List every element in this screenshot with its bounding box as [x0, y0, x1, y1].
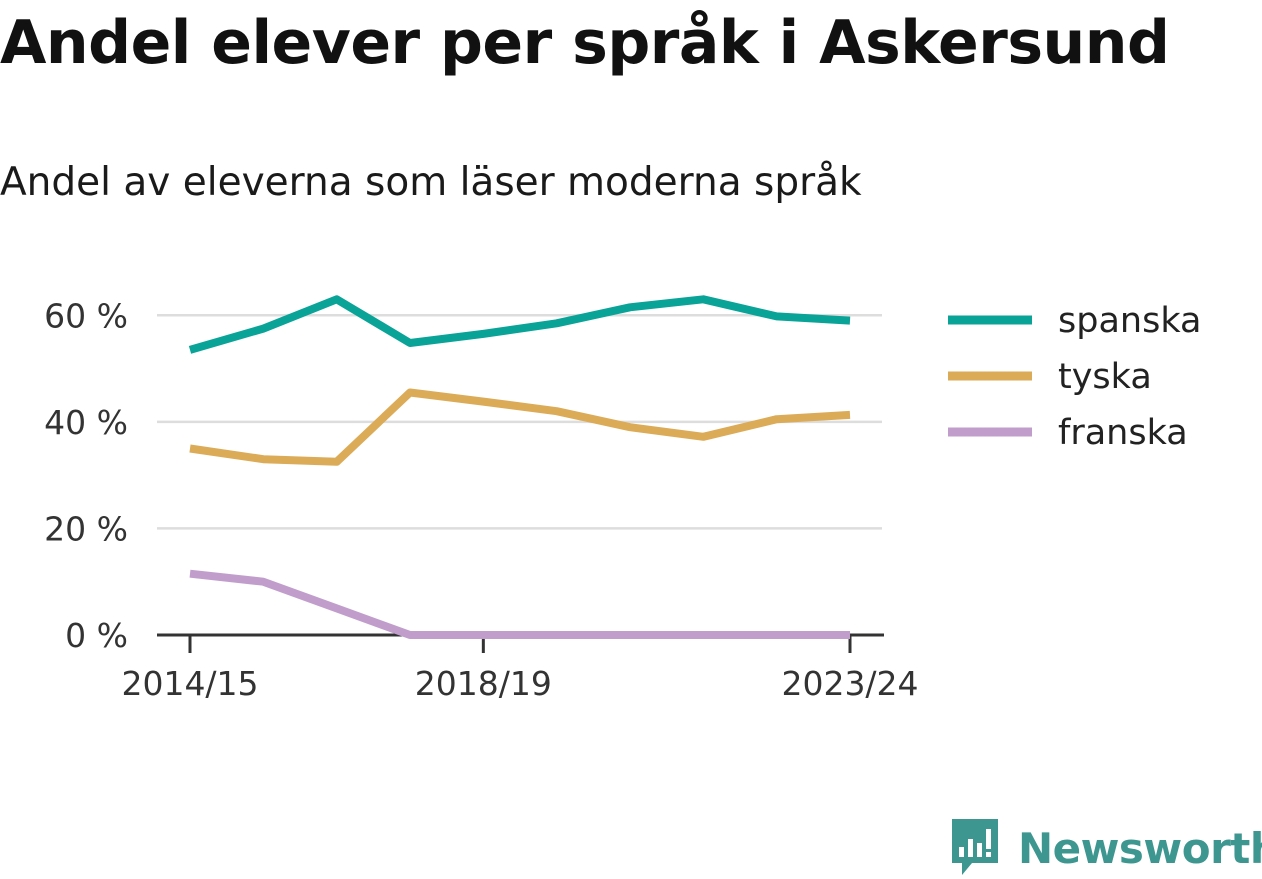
- legend: spanska tyska franska: [948, 301, 1201, 453]
- series-lines: [188, 295, 851, 639]
- legend-label-spanska: spanska: [1058, 301, 1201, 341]
- newsworthy-logo-icon: [952, 819, 998, 875]
- chart-title: Andel elever per språk i Askersund: [0, 8, 1170, 78]
- x-tick-label: 2014/15: [121, 664, 258, 703]
- brand-logo: Newsworthy: [950, 818, 1262, 878]
- chart-subtitle: Andel av eleverna som läser moderna språ…: [0, 160, 862, 205]
- y-tick-label: 40 %: [44, 403, 128, 442]
- y-tick-label: 60 %: [44, 296, 128, 335]
- x-tick-label: 2018/19: [415, 664, 552, 703]
- series-line-tyska: [189, 388, 851, 466]
- y-tick-label: 0 %: [65, 616, 128, 655]
- y-axis-labels: 0 % 20 % 40 % 60 %: [44, 296, 128, 655]
- series-line-spanska: [188, 295, 851, 354]
- series-line-franska: [189, 569, 850, 639]
- legend-label-franska: franska: [1058, 413, 1188, 453]
- y-tick-label: 20 %: [44, 509, 128, 548]
- x-tick-label: 2023/24: [781, 664, 918, 703]
- x-axis-labels: 2014/15 2018/19 2023/24: [121, 664, 918, 703]
- legend-label-tyska: tyska: [1058, 357, 1152, 397]
- brand-name: Newsworthy: [1018, 823, 1262, 873]
